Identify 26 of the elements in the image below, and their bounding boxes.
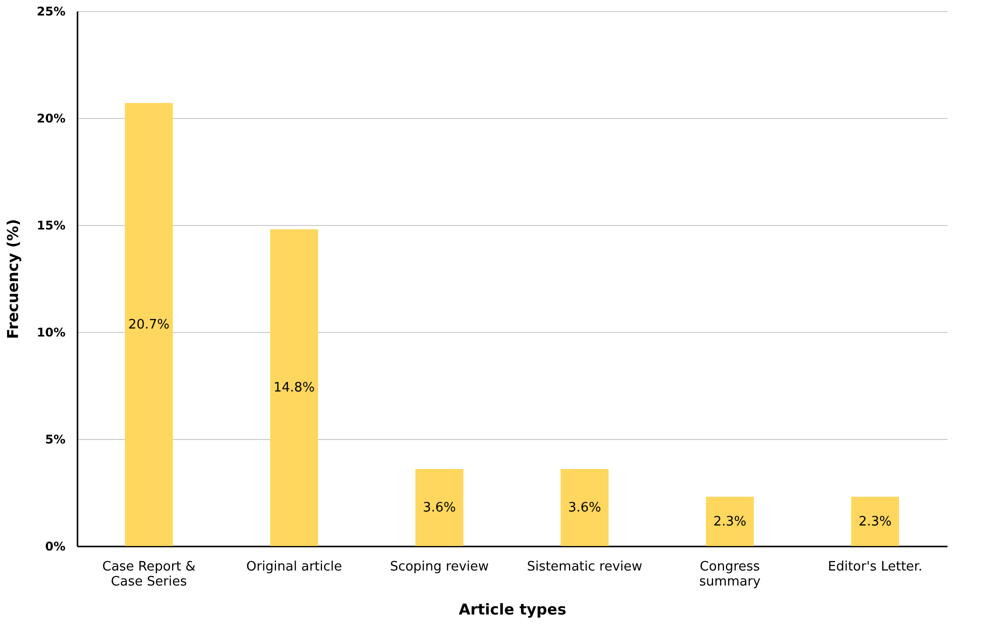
x-axis-title: Article types: [458, 600, 566, 618]
x-tick-label: Case Report & Case Series: [102, 560, 196, 590]
data-label: 14.8%: [273, 380, 315, 396]
y-tick-label: 25%: [36, 4, 66, 18]
bar: [706, 496, 754, 546]
bar: [560, 468, 609, 546]
y-tick-label: 15%: [36, 218, 66, 232]
x-tick-label: Scoping review: [390, 560, 490, 574]
data-label: 3.6%: [568, 500, 602, 516]
data-label: 2.3%: [858, 514, 892, 530]
x-tick-label: Editor's Letter.: [828, 560, 922, 574]
data-label: 2.3%: [713, 514, 746, 530]
x-tick-label: Congress summary: [699, 560, 761, 590]
bar: [851, 496, 900, 546]
data-label: 20.7%: [128, 318, 170, 333]
x-tick-label: Sistematic review: [526, 560, 643, 574]
y-tick-label: 0%: [45, 540, 66, 554]
bar: [124, 103, 173, 546]
y-tick-label: 10%: [36, 326, 66, 340]
y-tick-label: 5%: [45, 432, 66, 446]
x-tick-label: Original article: [246, 560, 342, 574]
y-axis-title: Frecuency (%): [4, 219, 22, 339]
bar: [270, 229, 318, 546]
y-tick-label: 20%: [36, 112, 66, 126]
bar: [415, 468, 464, 546]
data-label: 3.6%: [422, 500, 456, 516]
